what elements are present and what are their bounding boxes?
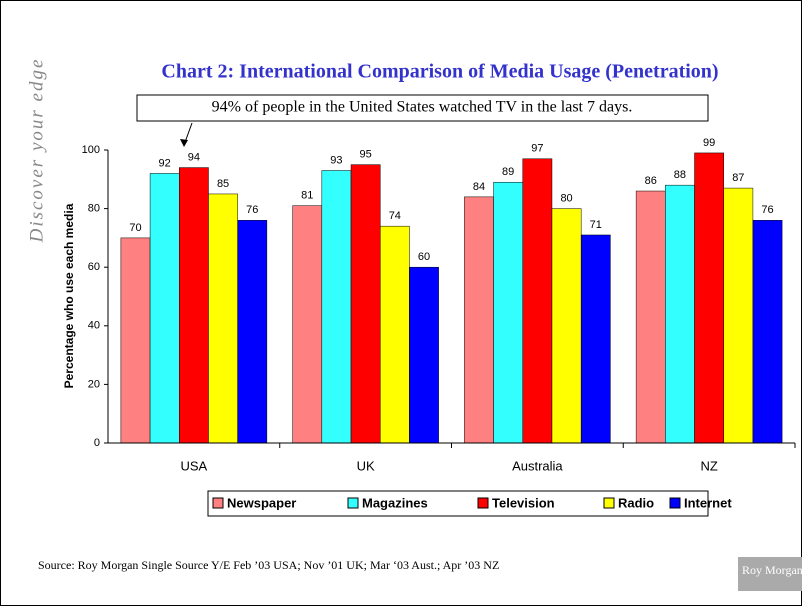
value-label: 71 bbox=[590, 219, 602, 231]
legend-swatch bbox=[477, 497, 489, 509]
annotation-box bbox=[136, 94, 709, 122]
value-label: 60 bbox=[418, 251, 430, 263]
logo-box bbox=[738, 557, 802, 591]
value-label: 88 bbox=[674, 169, 686, 181]
y-tick-label: 100 bbox=[82, 144, 100, 156]
arrow-head bbox=[180, 139, 188, 147]
bar bbox=[723, 187, 754, 444]
bar bbox=[694, 152, 724, 444]
legend-swatch bbox=[212, 497, 224, 509]
value-label: 80 bbox=[560, 193, 572, 205]
annotation: 94% of people in the United States watch… bbox=[212, 99, 633, 116]
x-tick-label: USA bbox=[181, 458, 208, 473]
bar bbox=[665, 184, 695, 444]
bar bbox=[237, 220, 268, 444]
side-text: Discover your edge bbox=[26, 58, 47, 244]
bar bbox=[580, 234, 611, 444]
legend-label: Newspaper bbox=[227, 495, 296, 510]
legend-label: Radio bbox=[618, 495, 654, 510]
value-label: 92 bbox=[159, 157, 171, 169]
value-label: 81 bbox=[301, 190, 313, 202]
y-tick-label: 0 bbox=[94, 437, 100, 449]
y-axis-label: Percentage who use each media bbox=[62, 203, 76, 388]
bar bbox=[551, 208, 582, 444]
y-tick-label: 60 bbox=[88, 261, 100, 273]
value-label: 99 bbox=[703, 137, 715, 149]
bar bbox=[522, 158, 553, 444]
value-label: 76 bbox=[761, 204, 773, 216]
bar bbox=[464, 196, 494, 444]
y-tick-label: 40 bbox=[88, 320, 100, 332]
value-label: 70 bbox=[129, 222, 141, 234]
value-label: 76 bbox=[246, 204, 258, 216]
value-label: 89 bbox=[502, 166, 514, 178]
value-label: 84 bbox=[473, 181, 485, 193]
y-tick-label: 80 bbox=[88, 203, 100, 215]
bar bbox=[493, 181, 524, 444]
legend-swatch bbox=[669, 497, 681, 509]
chart-title: Chart 2: International Comparison of Med… bbox=[161, 61, 718, 83]
value-label: 74 bbox=[389, 210, 401, 222]
bar bbox=[752, 220, 783, 444]
bar bbox=[321, 170, 352, 444]
value-label: 97 bbox=[531, 143, 543, 155]
legend-label: Internet bbox=[684, 495, 732, 510]
value-label: 94 bbox=[188, 151, 200, 163]
value-label: 95 bbox=[360, 149, 372, 161]
bar bbox=[350, 164, 381, 444]
legend-label: Television bbox=[492, 495, 555, 510]
bar bbox=[409, 266, 439, 444]
x-tick-label: NZ bbox=[700, 458, 717, 473]
legend-label: Magazines bbox=[362, 495, 428, 510]
bar bbox=[379, 225, 410, 444]
value-label: 86 bbox=[645, 175, 657, 187]
legend-swatch bbox=[603, 497, 615, 509]
x-tick-label: UK bbox=[357, 458, 375, 473]
y-tick-label: 20 bbox=[88, 378, 100, 390]
bar bbox=[292, 205, 323, 444]
legend-swatch bbox=[347, 497, 359, 509]
value-label: 85 bbox=[217, 178, 229, 190]
bar bbox=[149, 173, 180, 444]
logo: Roy Morgan bbox=[742, 563, 802, 577]
legend-box bbox=[207, 490, 709, 517]
bar bbox=[120, 237, 151, 444]
source: Source: Roy Morgan Single Source Y/E Feb… bbox=[38, 558, 499, 572]
value-label: 87 bbox=[732, 172, 744, 184]
bar bbox=[635, 190, 666, 444]
x-tick-label: Australia bbox=[512, 458, 563, 473]
bar bbox=[179, 167, 209, 444]
value-label: 93 bbox=[330, 154, 342, 166]
bar bbox=[208, 193, 238, 444]
